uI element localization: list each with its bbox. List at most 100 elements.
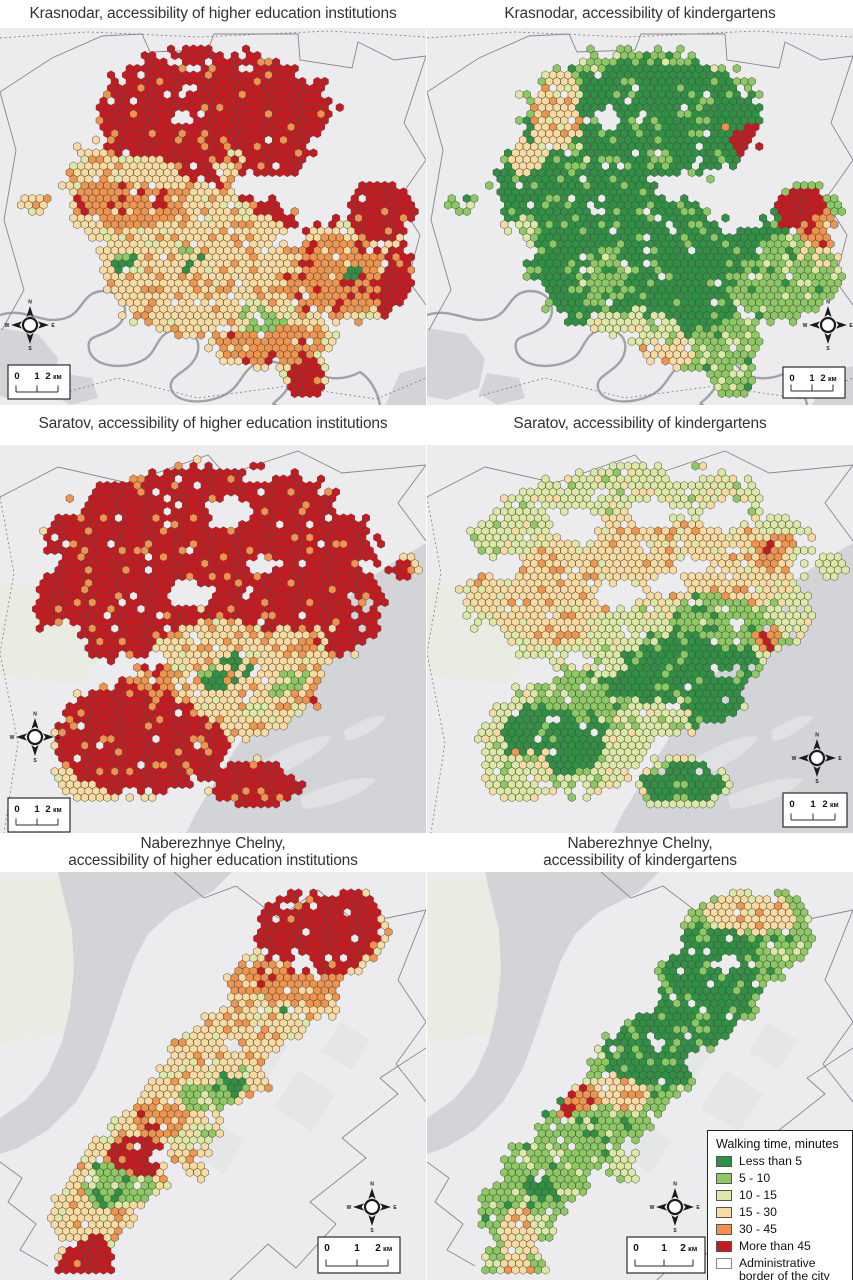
title-line: Naberezhnye Chelny, xyxy=(140,835,286,852)
compass-letter: W xyxy=(803,323,808,329)
admin-border xyxy=(478,377,853,400)
scale-bar: 0 1 2 км xyxy=(7,364,71,400)
basemap-park xyxy=(427,583,539,685)
legend-item: 10 - 15 xyxy=(716,1189,845,1202)
legend-swatch xyxy=(716,1190,732,1201)
hexbin-layer xyxy=(455,461,850,809)
scale-label: 1 xyxy=(661,1243,667,1254)
compass-letter: S xyxy=(33,758,37,764)
scale-label: 2 xyxy=(45,804,50,815)
compass-rose: N E S W xyxy=(10,712,61,765)
hex-category-5 xyxy=(560,1083,595,1119)
legend-item-label: More than 45 xyxy=(739,1239,811,1253)
compass-letter: W xyxy=(5,323,10,329)
scale-label: 0 xyxy=(14,804,19,815)
legend-swatch xyxy=(716,1156,732,1167)
admin-border xyxy=(397,464,426,542)
map-title-krasnodar-kindergartens: Krasnodar, accessibility of kindergarten… xyxy=(427,5,853,23)
compass-rose: N E S W xyxy=(792,733,843,786)
compass-letter: S xyxy=(370,1228,374,1234)
compass-letter: S xyxy=(815,779,819,785)
legend-item-label: 30 - 45 xyxy=(739,1222,777,1236)
hex-category-5 xyxy=(73,44,419,399)
basemap-water xyxy=(0,872,232,1154)
compass-letter: N xyxy=(370,1182,374,1188)
basemap-island xyxy=(344,715,386,741)
scale-label: 0 xyxy=(633,1243,639,1254)
compass-letter: N xyxy=(673,1182,677,1188)
admin-border xyxy=(427,91,452,331)
title-line: Naberezhnye Chelny, xyxy=(567,835,713,852)
basemap-urban-block xyxy=(701,1070,763,1132)
scale-unit: км xyxy=(383,1244,393,1253)
admin-border xyxy=(0,33,426,93)
scale-unit: км xyxy=(53,807,62,814)
legend-item-label: 10 - 15 xyxy=(739,1188,777,1202)
admin-border xyxy=(229,1047,426,1280)
compass-letter: S xyxy=(28,346,32,352)
legend-item-label: Administrative border of the city xyxy=(739,1256,830,1280)
basemap-island xyxy=(771,715,813,741)
admin-border xyxy=(427,1161,476,1267)
title-line: Krasnodar, accessibility of higher educa… xyxy=(29,5,397,22)
legend-item: Less than 5 xyxy=(716,1155,845,1168)
scale-label: 2 xyxy=(822,799,827,810)
scale-label: 2 xyxy=(45,371,50,382)
map-canvas-naberezhnye-chelny-higher-education: N E S W 0 1 2 км xyxy=(0,872,426,1280)
scale-label: 1 xyxy=(354,1243,360,1254)
compass-letter: N xyxy=(815,733,819,739)
scale-label: 0 xyxy=(324,1243,330,1254)
hexbin-layer xyxy=(477,888,816,1275)
legend-items: Less than 5 5 - 10 10 - 15 15 - 30 30 - 45 Mo… xyxy=(716,1155,845,1280)
scale-bar: 0 1 2 км xyxy=(317,1236,401,1274)
admin-border xyxy=(0,496,19,833)
legend-swatch xyxy=(716,1173,732,1184)
compass-letter: W xyxy=(347,1205,352,1211)
compass-letter: E xyxy=(51,323,55,329)
basemap-water xyxy=(479,373,525,405)
compass-circle xyxy=(26,728,44,746)
scale-label: 1 xyxy=(810,799,816,810)
legend-item-label: 5 - 10 xyxy=(739,1171,771,1185)
compass-rose: N E S W xyxy=(650,1182,701,1235)
scale-bar: 0 1 2 км xyxy=(782,366,846,399)
compass-letter: N xyxy=(826,300,830,306)
map-canvas-saratov-kindergartens: N E S W 0 1 2 км xyxy=(427,445,853,833)
compass-letter: N xyxy=(28,300,32,306)
title-line: accessibility of higher education instit… xyxy=(68,851,358,869)
basemap-island xyxy=(300,777,376,809)
basemap-water xyxy=(385,366,426,405)
compass-rose: N E S W xyxy=(5,300,56,353)
hexbin-layer xyxy=(444,44,846,399)
legend-swatch-admin-border xyxy=(716,1258,732,1269)
map-title-naberezhnye-chelny-kindergartens: Naberezhnye Chelny, accessibility of kin… xyxy=(427,835,853,869)
title-line: accessibility of kindergartens xyxy=(543,851,737,869)
admin-border xyxy=(395,909,426,1103)
scale-unit: км xyxy=(53,374,62,381)
compass-circle xyxy=(819,316,837,334)
map-title-saratov-higher-education: Saratov, accessibility of higher educati… xyxy=(0,415,426,433)
legend-item-label: 15 - 30 xyxy=(739,1205,777,1219)
compass-letter: S xyxy=(673,1228,677,1234)
scale-label: 0 xyxy=(789,799,794,810)
admin-border xyxy=(0,450,426,498)
scale-unit: км xyxy=(688,1244,698,1253)
map-canvas-krasnodar-higher-education: N E S W 0 1 2 км xyxy=(0,28,426,405)
legend-item-label: Less than 5 xyxy=(739,1154,803,1168)
scale-unit: км xyxy=(828,376,837,383)
scale-bar: 0 1 2 км xyxy=(7,797,71,833)
legend-item: Administrative border of the city xyxy=(716,1257,845,1280)
admin-border xyxy=(822,909,853,1103)
legend-item: 30 - 45 xyxy=(716,1223,845,1236)
legend: Walking time, minutes Less than 5 5 - 10 1… xyxy=(707,1130,853,1280)
compass-letter: N xyxy=(33,712,37,718)
scale-label: 1 xyxy=(34,371,40,382)
admin-border xyxy=(0,1161,49,1267)
compass-rose: N E S W xyxy=(803,300,853,353)
map-title-naberezhnye-chelny-higher-education: Naberezhnye Chelny, accessibility of hig… xyxy=(0,835,426,869)
legend-swatch xyxy=(716,1224,732,1235)
admin-border xyxy=(427,496,446,833)
compass-letter: E xyxy=(393,1205,397,1211)
legend-item: 5 - 10 xyxy=(716,1172,845,1185)
basemap-island xyxy=(727,777,803,809)
